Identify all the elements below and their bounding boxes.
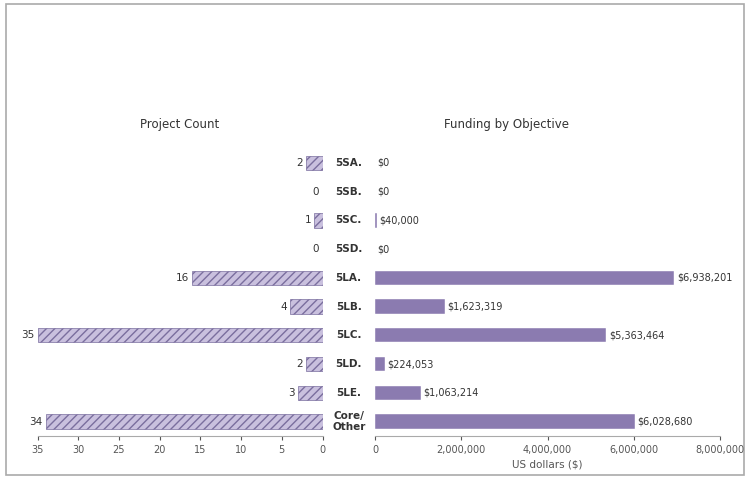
X-axis label: US dollars ($): US dollars ($) [512, 459, 583, 469]
Bar [375, 328, 606, 342]
Text: Funding by Objective: Funding by Objective [443, 118, 568, 131]
Text: 2: 2 [296, 158, 303, 168]
Bar [375, 357, 385, 371]
Text: 0: 0 [313, 187, 320, 196]
Text: Question 5 - Services: Question 5 - Services [312, 42, 438, 55]
Text: 5LD.: 5LD. [335, 359, 362, 369]
Text: 1: 1 [304, 216, 311, 225]
Text: $1,063,214: $1,063,214 [424, 388, 478, 398]
Text: $224,053: $224,053 [387, 359, 433, 369]
Bar [375, 213, 376, 228]
Text: $1,623,319: $1,623,319 [448, 302, 503, 311]
Text: $6,938,201: $6,938,201 [676, 273, 732, 283]
Bar [375, 414, 635, 429]
Text: 5LC.: 5LC. [336, 331, 362, 340]
Text: 35: 35 [21, 331, 34, 340]
Bar [375, 271, 674, 285]
Bar [46, 414, 322, 429]
Bar [38, 328, 322, 342]
Text: 5LE.: 5LE. [336, 388, 362, 398]
Text: 3: 3 [288, 388, 295, 398]
Bar [375, 386, 421, 400]
Bar [314, 213, 322, 228]
Text: 5LA.: 5LA. [336, 273, 362, 283]
Text: $0: $0 [377, 244, 390, 254]
Text: $6,028,680: $6,028,680 [638, 417, 693, 426]
Text: 2: 2 [296, 359, 303, 369]
Text: 16: 16 [176, 273, 189, 283]
Text: Total Funding: $21,280,931: Total Funding: $21,280,931 [284, 63, 466, 76]
Bar [375, 299, 445, 314]
Text: Number of Projects: 97: Number of Projects: 97 [298, 84, 452, 97]
Bar [306, 156, 322, 170]
Text: 5SC.: 5SC. [335, 216, 362, 225]
Bar [290, 299, 322, 314]
Text: Core/
Other: Core/ Other [332, 411, 365, 432]
Text: $40,000: $40,000 [380, 216, 419, 225]
Text: 0: 0 [313, 244, 320, 254]
Text: Project Count: Project Count [140, 118, 220, 131]
Bar [298, 386, 322, 400]
Text: 4: 4 [280, 302, 286, 311]
Text: 5SB.: 5SB. [335, 187, 362, 196]
Text: $5,363,464: $5,363,464 [609, 331, 664, 340]
Text: 5SA.: 5SA. [335, 158, 362, 168]
Text: $0: $0 [377, 187, 390, 196]
Text: 2015: 2015 [350, 19, 400, 37]
Text: 5SD.: 5SD. [335, 244, 362, 254]
Text: $0: $0 [377, 158, 390, 168]
Text: 5LB.: 5LB. [336, 302, 362, 311]
Bar [306, 357, 322, 371]
Text: 34: 34 [29, 417, 43, 426]
Bar [192, 271, 322, 285]
